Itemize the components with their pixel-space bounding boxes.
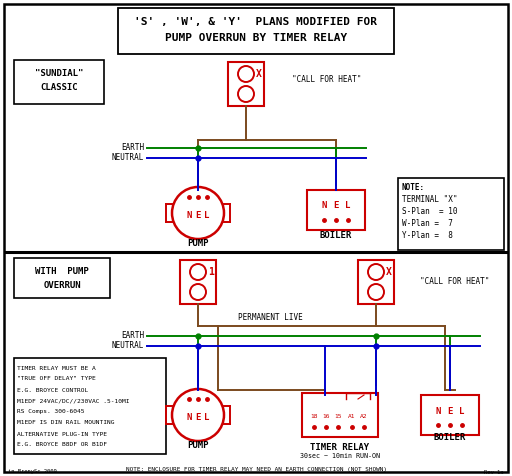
Bar [398, 178, 504, 250]
Text: N: N [322, 201, 327, 210]
Text: L: L [459, 407, 465, 416]
Text: A2: A2 [360, 415, 368, 419]
Text: M1EDF 24VAC/DC//230VAC .5-10MI: M1EDF 24VAC/DC//230VAC .5-10MI [17, 398, 130, 404]
Text: N: N [435, 407, 441, 416]
Text: 'S' , 'W', & 'Y'  PLANS MODIFIED FOR: 'S' , 'W', & 'Y' PLANS MODIFIED FOR [135, 17, 377, 27]
Text: E: E [195, 414, 201, 423]
Text: 16: 16 [322, 415, 330, 419]
Text: L: L [204, 211, 210, 220]
Text: RS Comps. 300-6045: RS Comps. 300-6045 [17, 409, 84, 415]
Text: S-Plan  = 10: S-Plan = 10 [402, 208, 458, 217]
Text: Rev 1a: Rev 1a [484, 469, 504, 475]
Text: ALTERNATIVE PLUG-IN TYPE: ALTERNATIVE PLUG-IN TYPE [17, 432, 107, 436]
Text: "SUNDIAL": "SUNDIAL" [35, 69, 83, 79]
Text: EARTH: EARTH [121, 143, 144, 152]
Text: in BrenySc 2009: in BrenySc 2009 [8, 469, 57, 475]
Bar [307, 190, 365, 230]
Text: PERMANENT LIVE: PERMANENT LIVE [238, 314, 303, 323]
Text: WITH  PUMP: WITH PUMP [35, 268, 89, 277]
Text: 18: 18 [310, 415, 318, 419]
Bar [118, 8, 394, 54]
Text: 15: 15 [334, 415, 342, 419]
Text: E: E [333, 201, 338, 210]
Text: N: N [186, 414, 191, 423]
Text: M1EDF IS DIN RAIL MOUNTING: M1EDF IS DIN RAIL MOUNTING [17, 420, 115, 426]
Text: TERMINAL "X": TERMINAL "X" [402, 196, 458, 205]
Text: EARTH: EARTH [121, 331, 144, 340]
Text: A1: A1 [348, 415, 356, 419]
Text: BOILER: BOILER [320, 230, 352, 239]
Text: NOTE: ENCLOSURE FOR TIMER RELAY MAY NEED AN EARTH CONNECTION (NOT SHOWN): NOTE: ENCLOSURE FOR TIMER RELAY MAY NEED… [125, 466, 387, 472]
Text: TIMER RELAY MUST BE A: TIMER RELAY MUST BE A [17, 366, 96, 370]
Text: NOTE:: NOTE: [402, 184, 425, 192]
Text: TIMER RELAY: TIMER RELAY [310, 443, 370, 452]
Bar [14, 258, 110, 298]
Text: X: X [256, 69, 262, 79]
Text: L: L [204, 414, 210, 423]
Text: X: X [386, 267, 392, 277]
Bar [228, 62, 264, 106]
Text: E.G. BROYCE B8DF OR B1DF: E.G. BROYCE B8DF OR B1DF [17, 443, 107, 447]
Text: N: N [186, 211, 191, 220]
Text: L: L [345, 201, 351, 210]
Text: Y-Plan =  8: Y-Plan = 8 [402, 231, 453, 240]
Bar [421, 395, 479, 435]
Text: CLASSIC: CLASSIC [40, 83, 78, 92]
Text: E.G. BROYCE CONTROL: E.G. BROYCE CONTROL [17, 387, 88, 393]
Text: NEUTRAL: NEUTRAL [112, 153, 144, 162]
Text: BOILER: BOILER [434, 433, 466, 442]
Text: 30sec ~ 10min RUN-ON: 30sec ~ 10min RUN-ON [300, 453, 380, 459]
Text: PUMP: PUMP [187, 239, 209, 248]
Text: E: E [447, 407, 453, 416]
Bar [14, 60, 104, 104]
Text: E: E [195, 211, 201, 220]
Text: OVERRUN: OVERRUN [43, 281, 81, 290]
Bar [180, 260, 216, 304]
Text: "CALL FOR HEAT": "CALL FOR HEAT" [420, 278, 489, 287]
Bar [14, 358, 166, 454]
Text: W-Plan =  7: W-Plan = 7 [402, 219, 453, 228]
Text: "TRUE OFF DELAY" TYPE: "TRUE OFF DELAY" TYPE [17, 377, 96, 381]
Text: "CALL FOR HEAT": "CALL FOR HEAT" [292, 76, 361, 85]
Text: NEUTRAL: NEUTRAL [112, 341, 144, 350]
Text: PUMP: PUMP [187, 442, 209, 450]
Text: 1: 1 [208, 267, 214, 277]
Text: PUMP OVERRUN BY TIMER RELAY: PUMP OVERRUN BY TIMER RELAY [165, 33, 347, 43]
Bar [358, 260, 394, 304]
Bar [302, 393, 378, 437]
